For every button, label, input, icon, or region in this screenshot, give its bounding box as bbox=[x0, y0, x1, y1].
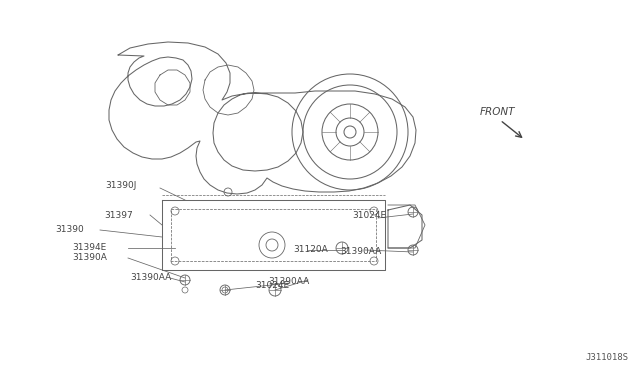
Text: 31390AA: 31390AA bbox=[340, 247, 381, 257]
Text: 31390J: 31390J bbox=[105, 180, 136, 189]
Text: 31394E: 31394E bbox=[72, 244, 106, 253]
Text: 31024E: 31024E bbox=[352, 211, 386, 219]
Text: 31024E: 31024E bbox=[255, 280, 289, 289]
Text: 31390A: 31390A bbox=[72, 253, 107, 263]
Text: 31120A: 31120A bbox=[293, 246, 328, 254]
Text: 31390AA: 31390AA bbox=[130, 273, 172, 282]
Text: J311018S: J311018S bbox=[585, 353, 628, 362]
Text: 31397: 31397 bbox=[104, 211, 132, 219]
Text: FRONT: FRONT bbox=[480, 107, 515, 117]
Text: 31390AA: 31390AA bbox=[268, 276, 309, 285]
Text: 31390: 31390 bbox=[55, 225, 84, 234]
